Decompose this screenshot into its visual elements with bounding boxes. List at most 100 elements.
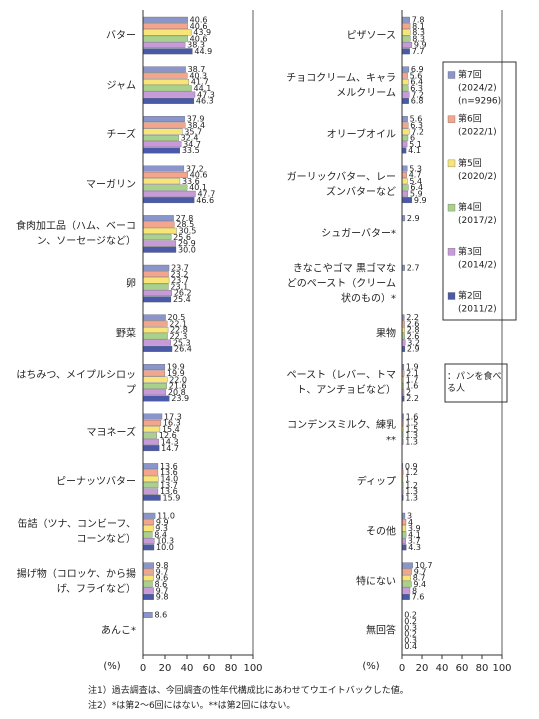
bar	[401, 593, 410, 600]
value-label: 3.7	[408, 537, 421, 546]
category-label: はちみつ、メイプルシロップ	[16, 370, 136, 397]
value-label: 2.9	[407, 345, 420, 354]
bar	[142, 171, 188, 178]
value-label: 4.3	[408, 543, 421, 552]
x-tick-label: 60	[456, 663, 469, 674]
value-label: 35.7	[184, 127, 202, 136]
bar	[401, 568, 412, 575]
bar	[401, 97, 409, 104]
value-label: 22.0	[169, 375, 187, 384]
value-label: 40.6	[190, 34, 208, 43]
value-label: 13.6	[160, 468, 178, 477]
bar	[142, 66, 186, 73]
bar	[401, 587, 411, 594]
value-label: 9.4	[413, 580, 426, 589]
legend-swatch	[447, 292, 456, 300]
bar	[401, 79, 409, 85]
category-label: コンデンスミルク、練乳**	[287, 419, 396, 446]
bar	[142, 314, 166, 321]
value-label: 8.3	[412, 28, 425, 37]
value-label: 25.6	[173, 233, 191, 242]
bar	[142, 79, 190, 85]
bar	[142, 327, 169, 333]
value-label: 6.8	[411, 97, 424, 106]
bar	[142, 395, 170, 402]
value-label: 12.6	[159, 431, 177, 440]
legend-label: 第7回	[458, 69, 482, 81]
value-label: 5.3	[409, 164, 422, 173]
bar	[401, 66, 410, 73]
value-label: 23.1	[170, 282, 188, 291]
value-label: 25.4	[173, 295, 191, 304]
bar	[401, 85, 409, 92]
category-label: ピザソース	[346, 30, 397, 42]
x-tick-label: 100	[243, 663, 262, 674]
value-label: 2.2	[406, 394, 419, 403]
value-label: 20.5	[168, 313, 186, 322]
bar	[142, 116, 185, 122]
value-label: 8.1	[412, 22, 425, 31]
value-label: 38.4	[187, 121, 205, 130]
bar	[142, 221, 175, 228]
value-label: 8.4	[154, 530, 167, 539]
category-label: 揚げ物（コロッケ、から揚げ、フライなど）	[16, 568, 136, 595]
bar	[142, 575, 154, 581]
value-label: 14.3	[161, 438, 179, 447]
value-label: 22.8	[170, 326, 188, 335]
value-label: 5.6	[410, 71, 423, 80]
category-label: あんこ*	[101, 625, 136, 637]
bar	[142, 525, 154, 532]
value-label: 10.3	[156, 537, 174, 546]
bar	[142, 494, 161, 501]
bar	[401, 42, 413, 48]
bar	[142, 240, 177, 247]
value-label: 15.4	[162, 425, 180, 434]
bar	[142, 165, 185, 172]
bar	[142, 345, 173, 352]
bar	[142, 264, 170, 271]
bar	[401, 122, 409, 129]
value-label: 7.2	[411, 127, 424, 136]
category-label: 果物	[376, 328, 396, 340]
x-tick-label: 40	[181, 663, 194, 674]
value-label: 38.7	[188, 65, 206, 74]
bar	[142, 85, 192, 92]
value-label: 1.2	[405, 468, 418, 477]
value-label: 44.9	[194, 47, 212, 56]
value-label: 34.7	[183, 140, 201, 149]
value-label: 2.7	[407, 264, 420, 273]
bar	[142, 97, 195, 104]
bar	[142, 581, 153, 588]
value-label: 8	[412, 586, 417, 595]
bar	[401, 538, 406, 544]
value-label: 6.3	[410, 121, 423, 130]
category-label: チーズ	[106, 129, 137, 141]
value-label: 46.3	[196, 97, 214, 106]
bar	[142, 128, 183, 135]
x-tick-label: 40	[436, 663, 449, 674]
bar	[142, 370, 166, 377]
legend-swatch	[447, 248, 456, 256]
value-label: 2.2	[406, 313, 419, 322]
value-label: 22.1	[169, 319, 187, 328]
bar	[142, 178, 181, 185]
category-label: 無回答	[366, 625, 396, 637]
bar	[142, 488, 159, 495]
value-label: 28.5	[176, 220, 194, 229]
value-label: 40.6	[190, 22, 208, 31]
x-tick-label: 60	[203, 663, 216, 674]
bar	[401, 184, 409, 191]
value-label: 0.3	[404, 636, 417, 645]
value-label: 1.3	[405, 493, 418, 502]
bar	[142, 246, 177, 253]
value-label: 46.6	[196, 196, 214, 205]
bar	[142, 419, 162, 426]
value-label: 0.9	[405, 462, 418, 471]
bar	[142, 426, 161, 433]
bar	[401, 178, 408, 185]
value-label: 26.2	[174, 289, 192, 298]
bar	[142, 531, 153, 538]
value-label: 30.0	[178, 245, 196, 254]
legend-label: 第6回	[458, 113, 482, 125]
value-label: 6	[410, 134, 415, 143]
